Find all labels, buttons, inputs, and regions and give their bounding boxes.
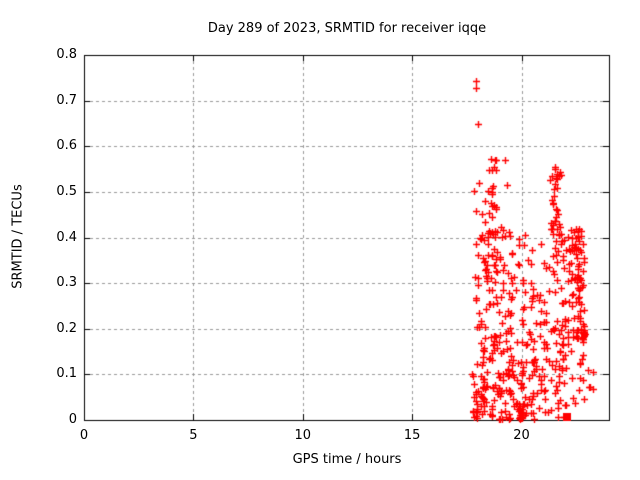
y-tick-label: 0 (68, 412, 77, 427)
chart-title: Day 289 of 2023, SRMTID for receiver iqq… (207, 21, 487, 36)
x-axis-label: GPS time / hours (292, 452, 402, 467)
x-tick-label: 0 (79, 428, 89, 443)
x-tick-label: 5 (189, 428, 198, 443)
y-tick-label: 0.1 (56, 366, 77, 382)
y-tick-label: 0.6 (56, 138, 77, 154)
y-tick-label: 0.2 (56, 320, 77, 336)
y-tick-label: 0.7 (56, 92, 77, 108)
x-tick-label: 15 (403, 428, 421, 443)
y-tick-label: 0.4 (56, 229, 77, 245)
y-tick-label: 0.8 (56, 47, 77, 62)
y-tick-label: 0.5 (56, 183, 77, 199)
x-tick-label: 20 (513, 428, 530, 443)
x-tick-label: 10 (294, 428, 312, 443)
y-tick-label: 0.3 (56, 275, 77, 291)
